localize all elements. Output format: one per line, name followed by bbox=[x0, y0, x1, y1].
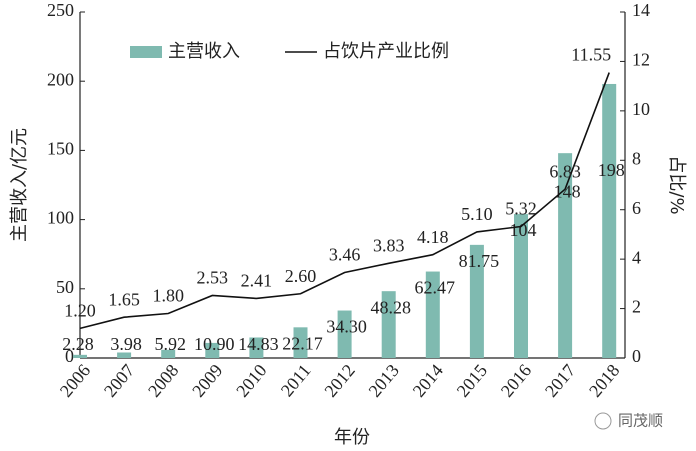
bar-value-label: 62.47 bbox=[415, 278, 456, 298]
x-tick-label: 2006 bbox=[56, 360, 94, 400]
y2-tick-label: 14 bbox=[632, 0, 650, 20]
bar-value-label: 148 bbox=[554, 181, 581, 201]
bar-value-label: 198 bbox=[598, 160, 625, 180]
line-value-label: 5.10 bbox=[461, 204, 493, 224]
bar-value-label: 3.98 bbox=[110, 334, 142, 354]
y2-axis-label: 占比/% bbox=[666, 155, 687, 214]
watermark-icon bbox=[594, 412, 612, 430]
bar bbox=[514, 214, 528, 358]
legend-label: 主营收入 bbox=[168, 41, 240, 62]
y-tick-label: 0 bbox=[65, 346, 74, 366]
x-tick-label: 2011 bbox=[277, 360, 315, 400]
y2-tick-label: 2 bbox=[632, 297, 641, 317]
bar bbox=[469, 244, 484, 358]
bar bbox=[161, 349, 176, 358]
line-value-label: 2.41 bbox=[241, 271, 273, 291]
line-value-label: 5.32 bbox=[505, 199, 537, 219]
y2-tick-label: 12 bbox=[632, 50, 650, 70]
bar bbox=[425, 271, 440, 358]
x-tick-label: 2018 bbox=[585, 360, 623, 400]
bar bbox=[117, 352, 132, 358]
x-tick-label: 2009 bbox=[188, 360, 226, 400]
bar bbox=[249, 337, 264, 358]
bar bbox=[73, 354, 87, 358]
x-tick-label: 2012 bbox=[320, 360, 358, 400]
y2-tick-label: 4 bbox=[632, 247, 641, 267]
x-axis-label: 年份 bbox=[334, 427, 370, 448]
y-tick-label: 250 bbox=[47, 0, 74, 20]
y2-tick-label: 0 bbox=[632, 346, 641, 366]
line-value-label: 2.53 bbox=[197, 268, 229, 288]
y2-tick-label: 6 bbox=[632, 198, 641, 218]
bar-value-label: 10.90 bbox=[194, 334, 235, 354]
line-value-label: 3.83 bbox=[373, 235, 405, 255]
bar-value-label: 34.30 bbox=[326, 317, 367, 337]
line-value-label: 6.83 bbox=[549, 161, 581, 181]
y-axis-label: 主营收入/亿元 bbox=[9, 128, 30, 242]
line-value-label: 1.20 bbox=[64, 300, 96, 320]
bar bbox=[337, 310, 352, 358]
bar-value-label: 48.28 bbox=[370, 297, 411, 317]
x-tick-label: 2016 bbox=[497, 360, 535, 400]
y2-tick-label: 10 bbox=[632, 99, 650, 119]
line-value-label: 11.55 bbox=[571, 45, 611, 65]
y-tick-label: 100 bbox=[47, 208, 74, 228]
y-tick-label: 150 bbox=[47, 139, 74, 159]
line-value-label: 3.46 bbox=[329, 245, 361, 265]
bar-value-label: 81.75 bbox=[459, 251, 500, 271]
bar-value-label: 2.28 bbox=[62, 334, 94, 354]
legend-swatch bbox=[130, 46, 162, 58]
bar bbox=[381, 291, 396, 358]
x-tick-label: 2015 bbox=[453, 360, 491, 400]
x-tick-label: 2013 bbox=[364, 360, 402, 400]
bar bbox=[558, 153, 573, 358]
bar bbox=[602, 83, 617, 358]
watermark: 同茂顺 bbox=[618, 412, 663, 430]
bar-value-label: 22.17 bbox=[282, 333, 323, 353]
bar-value-label: 5.92 bbox=[154, 334, 186, 354]
x-tick-label: 2010 bbox=[232, 360, 270, 400]
x-tick-label: 2007 bbox=[100, 360, 138, 400]
line-value-label: 1.65 bbox=[108, 289, 140, 309]
y2-tick-label: 8 bbox=[632, 148, 641, 168]
bar-value-label: 14.83 bbox=[238, 334, 279, 354]
line-value-label: 1.80 bbox=[152, 286, 184, 306]
y-tick-label: 50 bbox=[56, 277, 74, 297]
bar bbox=[293, 327, 308, 358]
bar bbox=[205, 342, 220, 358]
x-tick-label: 2008 bbox=[144, 360, 182, 400]
bar-value-label: 104 bbox=[510, 220, 537, 240]
line-value-label: 2.60 bbox=[285, 266, 317, 286]
line-value-label: 4.18 bbox=[417, 227, 449, 247]
legend-label: 占饮片产业比例 bbox=[323, 41, 449, 62]
x-tick-label: 2014 bbox=[409, 360, 447, 400]
line bbox=[79, 72, 610, 330]
x-tick-label: 2017 bbox=[541, 360, 579, 400]
y-tick-label: 200 bbox=[47, 69, 74, 89]
